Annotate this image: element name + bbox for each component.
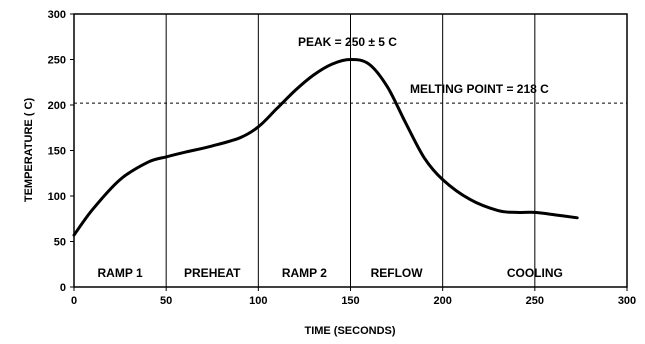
x-tick-label-5: 250 [526, 295, 544, 307]
y-axis-ticks: 0 50 100 150 200 250 300 [48, 9, 74, 294]
phase-label-1: PREHEAT [184, 266, 241, 280]
phase-label-4: COOLING [507, 266, 563, 280]
peak-annotation: PEAK = 250 ± 5 C [298, 35, 397, 49]
phase-dividers [165, 14, 536, 287]
melting-point-annotation: MELTING POINT = 218 C [410, 82, 549, 96]
y-tick-label-0: 0 [60, 282, 66, 294]
plot-area [72, 13, 628, 288]
x-tick-label-4: 200 [433, 295, 451, 307]
phase-labels: RAMP 1 PREHEAT RAMP 2 REFLOW COOLING [98, 266, 563, 280]
x-tick-label-6: 300 [618, 295, 636, 307]
y-tick-label-6: 300 [48, 9, 66, 21]
y-tick-label-3: 150 [48, 146, 66, 158]
y-tick-label-2: 100 [48, 191, 66, 203]
phase-label-0: RAMP 1 [98, 266, 143, 280]
phase-label-3: REFLOW [371, 266, 424, 280]
x-tick-label-2: 100 [249, 295, 267, 307]
x-tick-label-1: 50 [160, 295, 172, 307]
y-tick-label-4: 200 [48, 100, 66, 112]
phase-label-2: RAMP 2 [282, 266, 327, 280]
y-tick-label-1: 50 [54, 237, 66, 249]
x-tick-label-3: 150 [341, 295, 359, 307]
x-axis-ticks: 0 50 100 150 200 250 300 [71, 287, 636, 307]
x-axis-label: TIME (SECONDS) [304, 325, 395, 337]
y-tick-label-5: 250 [48, 55, 66, 67]
x-tick-label-0: 0 [71, 295, 77, 307]
temperature-curve [72, 58, 579, 237]
y-axis-label: TEMPERATURE ( C) [23, 98, 35, 203]
